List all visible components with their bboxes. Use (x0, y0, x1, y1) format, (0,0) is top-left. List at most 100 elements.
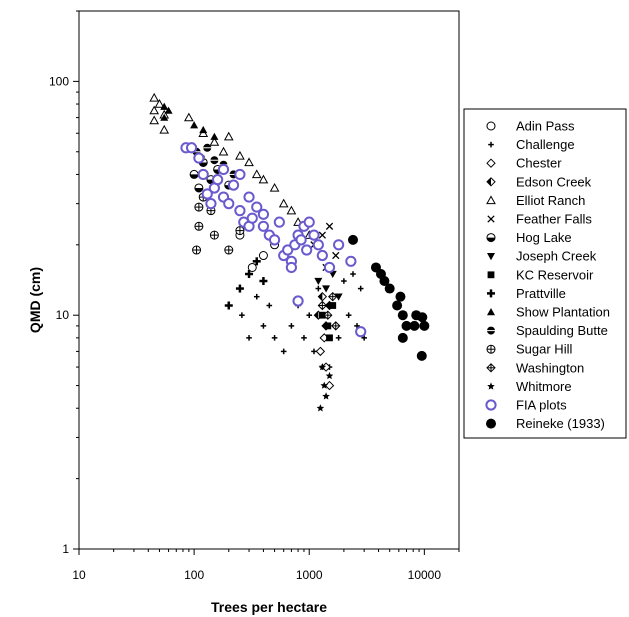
legend-label-edson-creek: Edson Creek (516, 174, 592, 189)
legend: Adin Pass Challenge Chester Edson Creek Elli… (463, 108, 627, 439)
legend-marker-elliot-ranch (486, 195, 496, 205)
point-challenge (266, 302, 273, 309)
point-reineke-1933 (395, 291, 406, 302)
point-elliot-ranch (209, 137, 220, 146)
point-elliot-ranch (218, 146, 229, 156)
point-fia-plots (227, 179, 240, 191)
point-elliot-ranch (251, 169, 262, 179)
legend-marker-feather-falls (487, 215, 495, 223)
legend-item-elliot-ranch: Elliot Ranch (486, 193, 585, 208)
point-show-plantation (199, 125, 208, 134)
legend-label-washington: Washington (516, 360, 584, 375)
legend-label-show-plantation: Show Plantation (516, 305, 610, 320)
point-washington (317, 300, 328, 311)
point-hog-lake (194, 183, 204, 193)
point-reineke-1933 (419, 320, 430, 331)
point-reineke-1933 (401, 320, 412, 331)
point-joseph-creek (322, 285, 331, 293)
point-washington (323, 310, 333, 320)
x-axis: 10 100 1000 10000 (72, 549, 460, 582)
point-reineke-1933 (409, 320, 420, 331)
legend-item-spaulding-butte: Spaulding Butte (487, 323, 608, 338)
point-chester (315, 346, 326, 357)
point-fia-plots (185, 142, 198, 154)
legend-marker-joseph-creek (487, 253, 495, 261)
point-elliot-ranch (149, 105, 160, 115)
legend-label-elliot-ranch: Elliot Ranch (516, 193, 585, 208)
point-challenge (271, 335, 278, 341)
point-reineke-1933 (392, 300, 403, 311)
point-fia-plots (316, 249, 328, 262)
point-challenge (341, 278, 347, 284)
legend-label-hog-lake: Hog Lake (516, 230, 572, 245)
point-whitmore (322, 392, 330, 400)
legend-marker-hog-lake (486, 233, 496, 243)
point-show-plantation (160, 102, 169, 110)
legend-marker-fia-plots (485, 399, 497, 411)
legend-label-chester: Chester (516, 156, 562, 171)
legend-item-adin-pass: Adin Pass (486, 119, 575, 134)
point-fia-plots (323, 261, 336, 274)
point-hog-lake (189, 169, 199, 179)
point-spaulding-butte (210, 156, 219, 165)
point-show-plantation (164, 106, 173, 114)
legend-marker-chester (486, 158, 496, 168)
point-elliot-ranch (278, 198, 289, 208)
legend-marker-show-plantation (487, 308, 495, 316)
point-washington (331, 321, 341, 331)
point-fia-plots (234, 168, 246, 181)
point-elliot-ranch (223, 131, 234, 141)
point-reineke-1933 (417, 312, 428, 323)
data-points (149, 92, 430, 412)
y-tick-label: 10 (56, 308, 70, 322)
point-fia-plots (285, 261, 297, 274)
point-reineke-1933 (379, 276, 390, 287)
point-elliot-ranch (269, 182, 280, 192)
point-challenge (357, 285, 364, 292)
point-fia-plots (282, 244, 294, 256)
point-prattville (252, 257, 261, 266)
legend-item-kc-reservoir: KC Reservoir (487, 267, 594, 282)
point-feather-falls (325, 222, 334, 230)
point-joseph-creek (314, 277, 323, 286)
point-sugar-hill (224, 245, 234, 255)
legend-marker-whitmore (487, 382, 495, 390)
point-chester (324, 380, 335, 391)
legend-item-sugar-hill: Sugar Hill (486, 342, 572, 357)
legend-marker-adin-pass (486, 121, 496, 131)
point-fia-plots (243, 191, 255, 203)
point-elliot-ranch (244, 157, 254, 167)
point-fia-plots (303, 216, 315, 228)
point-feather-falls (332, 251, 340, 260)
point-fia-plots (312, 239, 324, 251)
point-prattville (259, 277, 268, 286)
legend-item-chester: Chester (486, 156, 562, 171)
point-elliot-ranch (286, 205, 297, 215)
point-kc-reservoir (329, 302, 337, 309)
point-challenge (350, 271, 356, 277)
point-challenge (345, 312, 352, 318)
point-adin-pass (247, 262, 257, 272)
point-show-plantation (210, 132, 219, 140)
legend-label-prattville: Prattville (516, 286, 566, 301)
legend-marker-kc-reservoir (487, 271, 495, 279)
legend-label-feather-falls: Feather Falls (516, 212, 592, 227)
x-tick-label: 10 (72, 568, 86, 582)
point-fia-plots (246, 212, 258, 224)
point-sugar-hill (194, 221, 204, 231)
y-axis-title: QMD (cm) (27, 267, 43, 333)
legend-item-challenge: Challenge (488, 137, 575, 152)
point-reineke-1933 (416, 350, 427, 361)
point-elliot-ranch (149, 92, 160, 102)
legend-marker-edson-creek (486, 177, 496, 187)
point-joseph-creek (334, 293, 343, 301)
point-fia-plots (234, 205, 246, 217)
legend-item-prattville: Prattville (487, 286, 566, 301)
point-washington (328, 291, 338, 302)
point-fia-plots (251, 201, 263, 213)
point-kc-reservoir (318, 311, 326, 319)
legend-label-kc-reservoir: KC Reservoir (516, 267, 594, 282)
point-elliot-ranch (258, 174, 269, 184)
point-reineke-1933 (397, 310, 408, 321)
point-fia-plots (273, 216, 285, 228)
